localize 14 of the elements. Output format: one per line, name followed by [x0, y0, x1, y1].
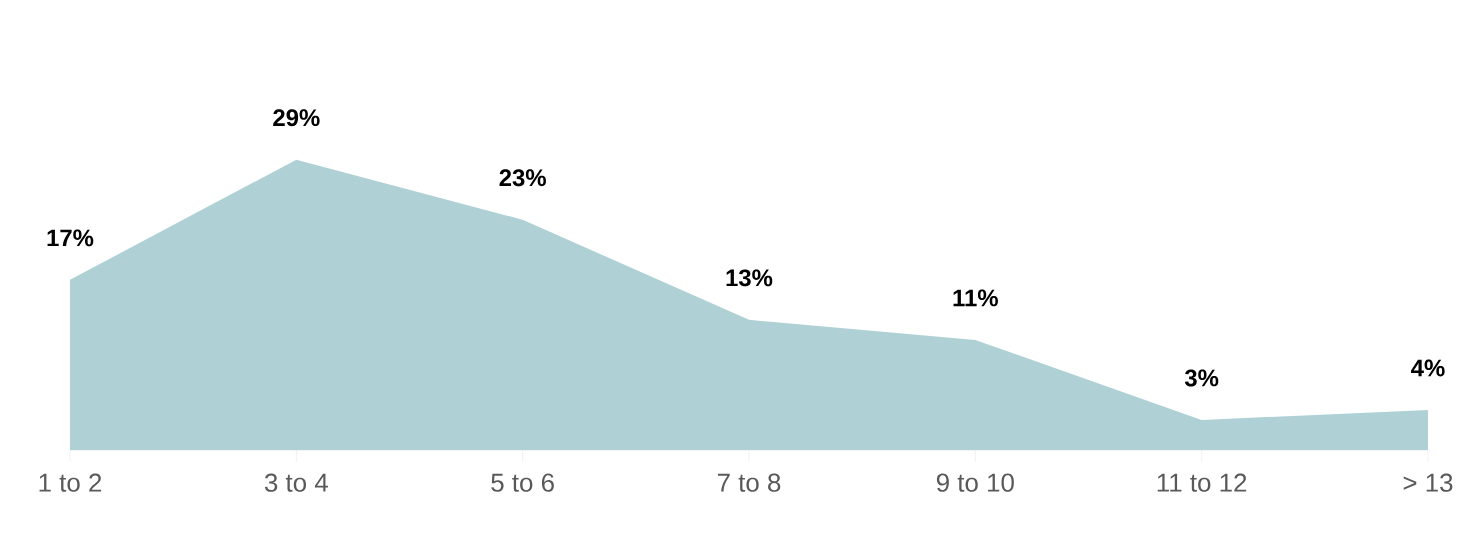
x-tick-label: 11 to 12: [1157, 473, 1247, 492]
x-tick-label: 1 to 2: [39, 473, 102, 492]
x-tick-label: 3 to 4: [264, 473, 328, 492]
x-tick-label: 5 to 6: [491, 473, 554, 492]
x-tick-label: > 13: [1403, 473, 1453, 492]
data-label: 3%: [1184, 369, 1219, 387]
x-tick-label: 7 to 8: [717, 473, 781, 492]
data-label: 4%: [1411, 359, 1445, 377]
data-label: 13%: [726, 269, 773, 287]
x-tick-label: 9 to 10: [936, 473, 1014, 492]
data-label: 11%: [953, 289, 998, 307]
data-label: 29%: [273, 109, 320, 127]
data-label: 17%: [47, 229, 94, 247]
data-label: 23%: [499, 169, 546, 187]
